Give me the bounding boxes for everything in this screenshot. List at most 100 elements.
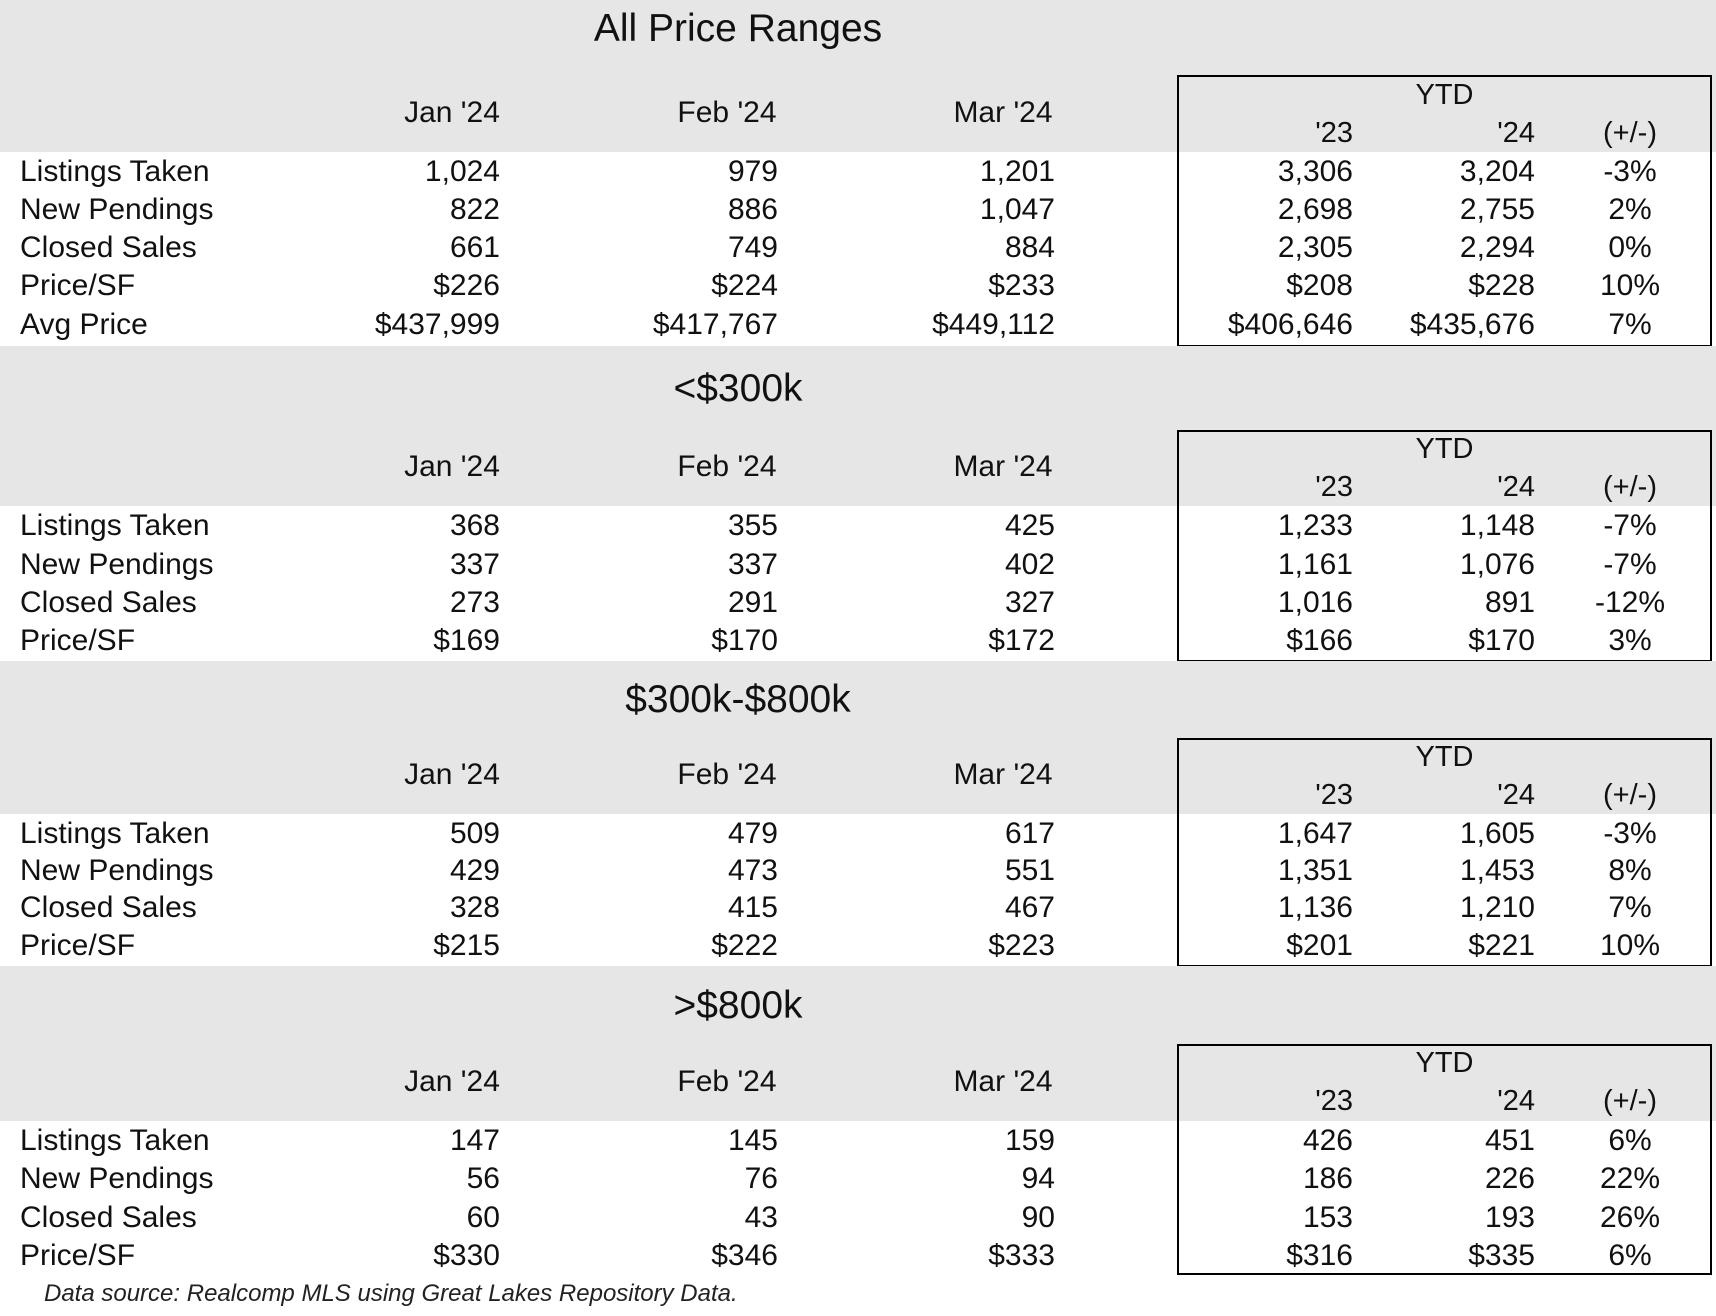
ytd-col-23: '23 <box>1315 117 1353 149</box>
ytd-change-value: -3% <box>1603 817 1657 850</box>
value-jan: $215 <box>433 929 500 962</box>
month-header-feb: Feb '24 <box>677 450 777 483</box>
value-feb: $170 <box>711 624 778 657</box>
value-feb: 76 <box>744 1162 778 1195</box>
value-feb: 886 <box>727 193 778 226</box>
ytd-23-value: 426 <box>1302 1124 1353 1157</box>
ytd-box <box>1177 1044 1712 1275</box>
value-mar: $333 <box>988 1239 1055 1272</box>
value-mar: 327 <box>1004 586 1055 619</box>
value-mar: 551 <box>1004 854 1055 887</box>
value-mar: 617 <box>1004 817 1055 850</box>
value-mar: 425 <box>1004 509 1055 542</box>
ytd-24-value: 226 <box>1484 1162 1535 1195</box>
section-title: >$800k <box>673 984 803 1027</box>
ytd-23-value: 1,016 <box>1277 586 1353 619</box>
row-label: Closed Sales <box>20 231 197 264</box>
ytd-24-value: 193 <box>1484 1201 1535 1234</box>
section-title: <$300k <box>673 367 803 410</box>
table-row: Closed Sales 661 749 884 2,305 2,294 0% <box>0 229 1716 267</box>
ytd-change-value: 2% <box>1608 193 1652 226</box>
ytd-23-value: 2,305 <box>1277 231 1353 264</box>
value-feb: $222 <box>711 929 778 962</box>
ytd-24-value: 451 <box>1484 1124 1535 1157</box>
value-mar: $223 <box>988 929 1055 962</box>
ytd-24-value: 1,148 <box>1459 509 1535 542</box>
value-mar: 884 <box>1004 231 1055 264</box>
month-header-feb: Feb '24 <box>677 96 777 129</box>
value-jan: 147 <box>449 1124 500 1157</box>
table-row: New Pendings 56 76 94 186 226 22% <box>0 1160 1716 1198</box>
value-mar: 94 <box>1021 1162 1055 1195</box>
month-header-mar: Mar '24 <box>953 96 1053 129</box>
row-label: New Pendings <box>20 193 214 226</box>
value-jan: 56 <box>466 1162 500 1195</box>
ytd-change-value: 22% <box>1599 1162 1661 1195</box>
table-row: Avg Price $437,999 $417,767 $449,112 $40… <box>0 306 1716 344</box>
ytd-change-value: 0% <box>1608 231 1652 264</box>
month-header-feb: Feb '24 <box>677 758 777 791</box>
ytd-24-value: $170 <box>1468 624 1535 657</box>
ytd-col-23: '23 <box>1315 779 1353 811</box>
value-feb: $224 <box>711 269 778 302</box>
value-mar: 159 <box>1004 1124 1055 1157</box>
row-label: Listings Taken <box>20 1124 210 1157</box>
ytd-24-value: 891 <box>1484 586 1535 619</box>
ytd-24-value: 2,755 <box>1459 193 1535 226</box>
row-label: New Pendings <box>20 854 214 887</box>
ytd-col-24: '24 <box>1497 471 1535 503</box>
ytd-col-change: (+/-) <box>1603 117 1657 149</box>
ytd-title: YTD <box>1415 741 1474 773</box>
row-label: Closed Sales <box>20 891 197 924</box>
table-row: Closed Sales 273 291 327 1,016 891 -12% <box>0 584 1716 622</box>
section-title: $300k-$800k <box>625 678 851 721</box>
data-source-note: Data source: Realcomp MLS using Great La… <box>44 1280 738 1307</box>
ytd-24-value: 3,204 <box>1459 155 1535 188</box>
ytd-23-value: $208 <box>1286 269 1353 302</box>
table-row: Price/SF $330 $346 $333 $316 $335 6% <box>0 1237 1716 1275</box>
value-feb: $346 <box>711 1239 778 1272</box>
ytd-23-value: 1,161 <box>1277 548 1353 581</box>
value-mar: 1,047 <box>979 193 1055 226</box>
ytd-col-23: '23 <box>1315 1085 1353 1117</box>
ytd-change-value: 10% <box>1599 269 1661 302</box>
table-row: Closed Sales 60 43 90 153 193 26% <box>0 1199 1716 1237</box>
table-row: Price/SF $226 $224 $233 $208 $228 10% <box>0 267 1716 305</box>
ytd-change-value: 3% <box>1608 624 1652 657</box>
table-row: Listings Taken 1,024 979 1,201 3,306 3,2… <box>0 153 1716 191</box>
section-header-band <box>0 966 1716 1121</box>
month-header-jan: Jan '24 <box>404 758 500 791</box>
value-jan: 328 <box>449 891 500 924</box>
value-jan: 822 <box>449 193 500 226</box>
value-jan: $169 <box>433 624 500 657</box>
month-header-mar: Mar '24 <box>953 450 1053 483</box>
value-jan: $226 <box>433 269 500 302</box>
value-mar: $233 <box>988 269 1055 302</box>
value-feb: 479 <box>727 817 778 850</box>
value-mar: $449,112 <box>932 308 1055 341</box>
table-row: Listings Taken 147 145 159 426 451 6% <box>0 1122 1716 1160</box>
row-label: New Pendings <box>20 1162 214 1195</box>
section-header-band <box>0 346 1716 506</box>
value-feb: 145 <box>727 1124 778 1157</box>
ytd-col-23: '23 <box>1315 471 1353 503</box>
row-label: Price/SF <box>20 269 136 302</box>
ytd-col-change: (+/-) <box>1603 471 1657 503</box>
row-label: Avg Price <box>20 308 148 341</box>
value-jan: 337 <box>449 548 500 581</box>
ytd-23-value: 2,698 <box>1277 193 1353 226</box>
value-mar: 1,201 <box>979 155 1055 188</box>
ytd-change-value: 6% <box>1608 1124 1652 1157</box>
ytd-24-value: $228 <box>1468 269 1535 302</box>
row-label: Listings Taken <box>20 155 210 188</box>
ytd-23-value: 1,351 <box>1277 854 1353 887</box>
ytd-col-24: '24 <box>1497 117 1535 149</box>
month-header-jan: Jan '24 <box>404 450 500 483</box>
ytd-24-value: $221 <box>1468 929 1535 962</box>
ytd-23-value: $166 <box>1286 624 1353 657</box>
value-jan: 60 <box>466 1201 500 1234</box>
value-feb: 415 <box>727 891 778 924</box>
ytd-col-change: (+/-) <box>1603 779 1657 811</box>
value-mar: 467 <box>1004 891 1055 924</box>
section-header-band <box>0 661 1716 814</box>
